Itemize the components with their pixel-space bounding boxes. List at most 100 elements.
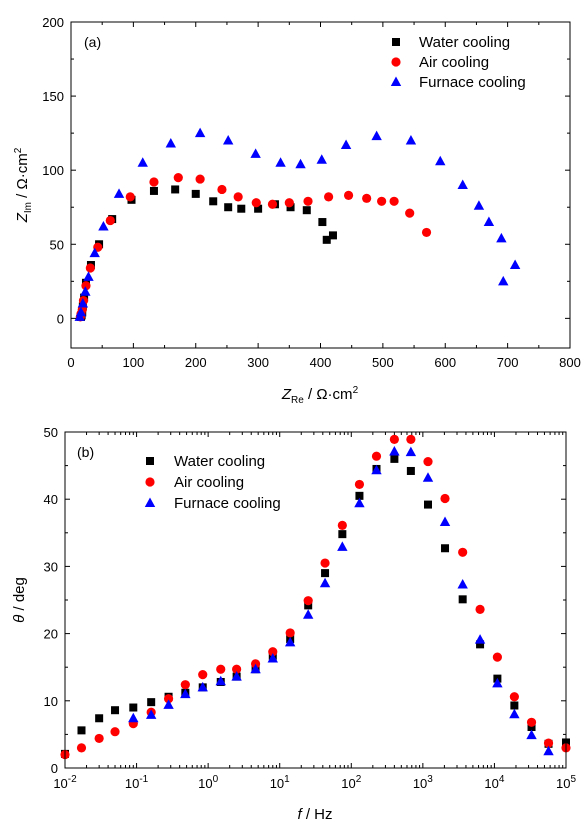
panel-b-point-furnace-cooling bbox=[474, 634, 486, 644]
y-tick-label: 30 bbox=[44, 559, 58, 574]
panel-b-point-furnace-cooling bbox=[319, 577, 331, 588]
panel-a-point-air-cooling bbox=[405, 208, 415, 218]
x-label-symbol: f bbox=[297, 806, 303, 823]
y-tick-label: 0 bbox=[51, 761, 58, 776]
panel-b-point-air-cooling bbox=[492, 652, 502, 662]
panel-a-point-furnace-cooling bbox=[371, 130, 382, 141]
panel-a-point-furnace-cooling bbox=[405, 135, 417, 145]
panel-b-point-air-cooling bbox=[458, 547, 468, 557]
x-tick-label-exponent: 1 bbox=[284, 774, 290, 785]
x-tick-label: 101 bbox=[270, 774, 290, 791]
x-label-subscript: Re bbox=[291, 395, 304, 406]
panel-b-point-furnace-cooling bbox=[492, 677, 503, 688]
panel-a-point-air-cooling bbox=[125, 192, 135, 202]
x-tick-label: 10-1 bbox=[125, 774, 149, 791]
panel-a-legend: Water cooling Air cooling Furnace cooling bbox=[390, 34, 526, 91]
panel-a-point-furnace-cooling bbox=[496, 232, 507, 243]
y-tick-label: 100 bbox=[42, 163, 64, 178]
panel-b-point-furnace-cooling bbox=[231, 671, 242, 681]
panel-b-point-furnace-cooling bbox=[145, 709, 157, 719]
panel-b-point-furnace-cooling bbox=[439, 516, 451, 527]
panel-b-point-water-cooling bbox=[338, 530, 347, 539]
panel-b-point-furnace-cooling bbox=[284, 636, 296, 647]
panel-b-point-water-cooling bbox=[527, 723, 536, 732]
panel-a-point-furnace-cooling bbox=[165, 138, 176, 148]
panel-a-point-air-cooling bbox=[105, 215, 115, 226]
panel-b-point-water-cooling bbox=[95, 714, 104, 723]
x-tick-label: 10-2 bbox=[53, 774, 77, 791]
x-tick-label: 105 bbox=[556, 774, 576, 791]
panel-a-point-water-cooling bbox=[328, 231, 337, 240]
y-tick-label: 50 bbox=[44, 425, 58, 440]
y-label-unit: / Ω·cm bbox=[14, 153, 31, 202]
panel-b-point-water-cooling bbox=[476, 640, 485, 649]
x-tick-label: 200 bbox=[185, 355, 207, 370]
panel-b-point-water-cooling bbox=[304, 601, 313, 610]
panel-b-point-air-cooling bbox=[526, 717, 537, 727]
panel-a-data-marks bbox=[74, 127, 521, 322]
panel-b-point-water-cooling bbox=[111, 706, 120, 715]
x-tick-label-exponent: -2 bbox=[68, 774, 77, 785]
panel-a-point-air-cooling bbox=[81, 281, 91, 291]
x-tick-label: 104 bbox=[484, 774, 504, 791]
x-tick-label: 700 bbox=[497, 355, 519, 370]
legend-label-furnace-cooling: Furnace cooling bbox=[419, 74, 526, 91]
panel-a-point-furnace-cooling bbox=[509, 259, 521, 270]
panel-b-point-furnace-cooling bbox=[302, 609, 314, 619]
panel-b-point-air-cooling bbox=[337, 520, 347, 531]
panel-b-point-furnace-cooling bbox=[163, 699, 174, 709]
x-tick-label: 0 bbox=[67, 355, 74, 370]
y-label-symbol: θ bbox=[11, 615, 28, 623]
panel-b-point-furnace-cooling bbox=[371, 464, 382, 475]
x-tick-label-exponent: 4 bbox=[499, 774, 505, 785]
panel-b-point-water-cooling bbox=[321, 569, 330, 578]
panel-b-point-furnace-cooling bbox=[509, 708, 520, 719]
panel-a-point-air-cooling bbox=[267, 199, 278, 209]
panel-a-point-air-cooling bbox=[85, 263, 95, 273]
x-tick-label-exponent: 5 bbox=[570, 774, 576, 785]
panel-b-point-air-cooling bbox=[285, 628, 295, 638]
y-tick-label: 20 bbox=[44, 627, 58, 642]
panel-a-point-water-cooling bbox=[209, 197, 218, 206]
panel-b-point-furnace-cooling bbox=[526, 729, 537, 740]
panel-b-point-furnace-cooling bbox=[215, 675, 226, 686]
panel-b-point-air-cooling bbox=[94, 733, 104, 744]
panel-a-ticks: 0 100 200 300 400 500 600 700 800 0 50 100 150 200 bbox=[42, 15, 581, 370]
legend-label-water-cooling: Water cooling bbox=[174, 453, 265, 470]
panel-b-point-water-cooling bbox=[129, 703, 138, 712]
x-label-superscript: 2 bbox=[353, 385, 359, 396]
panel-a-x-axis-label: ZRe / Ω·cm2 bbox=[281, 385, 359, 406]
panel-b-point-air-cooling bbox=[232, 664, 242, 674]
panel-b-point-water-cooling bbox=[458, 595, 467, 604]
x-tick-label-base: 10 bbox=[198, 776, 212, 791]
x-label-symbol: Z bbox=[281, 386, 292, 403]
panel-a-point-furnace-cooling bbox=[98, 220, 109, 231]
panel-a-point-furnace-cooling bbox=[75, 306, 87, 317]
panel-a-point-air-cooling bbox=[324, 192, 334, 202]
panel-b-y-axis-label: θ / deg bbox=[11, 577, 28, 623]
legend-marker-water-cooling bbox=[392, 38, 400, 46]
panel-a-point-furnace-cooling bbox=[89, 247, 100, 258]
panel-a-point-furnace-cooling bbox=[295, 158, 306, 169]
x-tick-label: 400 bbox=[310, 355, 332, 370]
x-tick-label-exponent: 2 bbox=[356, 774, 362, 785]
panel-b-point-furnace-cooling bbox=[389, 445, 400, 456]
panel-a-tag: (a) bbox=[84, 34, 101, 50]
panel-a-point-air-cooling bbox=[377, 196, 387, 206]
panel-a-point-air-cooling bbox=[217, 184, 227, 195]
panel-b-point-furnace-cooling bbox=[128, 712, 139, 723]
panel-b-point-water-cooling bbox=[441, 544, 450, 553]
panel-b-data-marks bbox=[60, 434, 571, 760]
panel-a-point-water-cooling bbox=[254, 204, 263, 213]
panel-a-point-water-cooling bbox=[286, 203, 295, 212]
x-tick-label: 300 bbox=[247, 355, 269, 370]
panel-a-point-water-cooling bbox=[302, 206, 311, 215]
x-label-unit: / Hz bbox=[302, 806, 333, 823]
panel-b-point-furnace-cooling bbox=[197, 681, 208, 692]
panel-b-point-water-cooling bbox=[77, 726, 86, 735]
panel-b-point-air-cooling bbox=[320, 558, 330, 568]
legend-label-air-cooling: Air cooling bbox=[174, 474, 244, 491]
